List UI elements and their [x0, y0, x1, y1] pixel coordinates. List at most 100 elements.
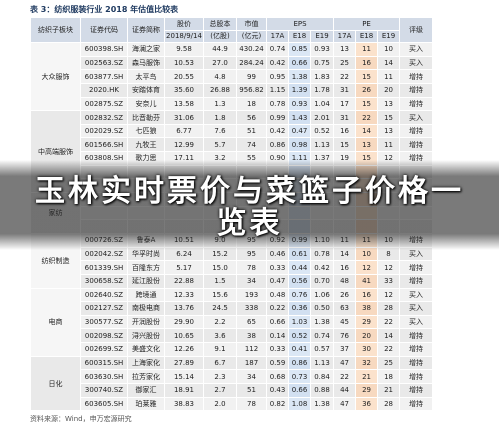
header-pe-e18: E18	[355, 29, 379, 43]
header-shares: 总股本	[203, 17, 237, 31]
stock-name: 浔兴股份	[127, 328, 165, 344]
stock-name: 开润股份	[127, 314, 165, 330]
pe-e18: 20	[355, 328, 379, 344]
eps-e19: 1.13	[309, 355, 335, 371]
total-shares: 2.7	[203, 383, 237, 398]
stock-code: 600315.SH	[80, 355, 128, 371]
eps-e18: 0.93	[288, 96, 311, 112]
eps-e18: 1.43	[288, 110, 311, 125]
stock-price: 12.99	[164, 137, 204, 153]
rating: 增持	[399, 328, 434, 344]
eps-17a: 0.66	[266, 314, 289, 330]
market-cap: 56	[236, 110, 267, 125]
table-row: 601566.SH 九牧王 12.99 5.7 74 0.86 0.98 1.13 15 13 11…	[31, 137, 434, 153]
pe-17a: 26	[333, 287, 357, 303]
table-row: 002127.SZ 南极电商 13.76 24.5 338 0.22 0.36 0.50 63 3…	[31, 301, 434, 316]
pe-e18: 36	[355, 396, 379, 412]
pe-e19: 21	[377, 383, 401, 398]
pe-e19: 28	[377, 301, 401, 316]
header-price: 股价	[164, 17, 204, 31]
rating: 买入	[399, 110, 434, 125]
header-sector: 纺织子板块	[30, 17, 81, 43]
eps-e19: 0.75	[309, 55, 335, 71]
header-name: 证券简称	[127, 17, 165, 43]
eps-e19: 1.13	[309, 137, 335, 153]
stock-code: 002127.SZ	[80, 301, 128, 316]
eps-e18: 0.66	[288, 383, 311, 398]
stock-code: 603630.SH	[80, 369, 128, 385]
market-cap: 430.24	[236, 42, 267, 57]
table-row: 300577.SZ 开润股份 29.90 2.2 65 0.66 1.03 1.38 45 29 2…	[31, 314, 434, 330]
eps-17a: 0.47	[266, 273, 289, 289]
pe-17a: 17	[333, 96, 357, 112]
header-mcap-unit: (亿元)	[236, 29, 267, 43]
stock-name: 拉芳家化	[127, 369, 165, 385]
market-cap: 65	[236, 314, 267, 330]
pe-e18: 22	[355, 110, 379, 125]
eps-17a: 0.22	[266, 301, 289, 316]
stock-price: 22.88	[164, 273, 204, 289]
header-pe-e19: E19	[377, 29, 401, 43]
valuation-table: 纺织子板块 证券代码 证券简称 股价 总股本 市值 EPS PE 评级 2018…	[30, 17, 434, 412]
pe-e18: 29	[355, 314, 379, 330]
pe-17a: 15	[333, 137, 357, 153]
rating: 增持	[399, 123, 434, 139]
eps-e19: 1.04	[309, 96, 335, 112]
pe-e18: 29	[355, 383, 379, 398]
pe-17a: 37	[333, 342, 357, 357]
pe-17a: 16	[333, 123, 357, 139]
pe-17a: 22	[333, 69, 357, 84]
sector-label: 电商	[30, 287, 81, 357]
rating: 买入	[399, 287, 434, 303]
pe-e19: 11	[377, 137, 401, 153]
market-cap: 193	[236, 287, 267, 303]
pe-e18: 32	[355, 355, 379, 371]
stock-price: 12.33	[164, 287, 204, 303]
market-cap: 34	[236, 369, 267, 385]
stock-code: 002563.SZ	[80, 55, 128, 71]
stock-code: 2020.HK	[80, 82, 128, 98]
stock-name: 安奈儿	[127, 96, 165, 112]
market-cap: 38	[236, 328, 267, 344]
eps-e18: 0.66	[288, 55, 311, 71]
total-shares: 9.1	[203, 342, 237, 357]
rating: 增持	[399, 273, 434, 289]
table-row: 中高端服饰 002832.SZ 比音勒芬 31.06 1.8 56 0.99 1.43 2.01…	[30, 110, 434, 194]
pe-e19: 12	[377, 260, 401, 275]
total-shares: 3.6	[203, 328, 237, 344]
header-price-date: 2018/9/14	[164, 29, 204, 43]
stock-code: 300658.SZ	[80, 273, 128, 289]
pe-e18: 38	[355, 301, 379, 316]
pe-e19: 22	[377, 314, 401, 330]
pe-e19: 13	[377, 96, 401, 112]
stock-name: 南极电商	[127, 301, 165, 316]
pe-e19: 28	[377, 396, 401, 412]
pe-e19: 14	[377, 55, 401, 71]
stock-name: 安踏体育	[127, 82, 165, 98]
eps-17a: 0.82	[266, 396, 289, 412]
eps-e18: 0.76	[288, 287, 311, 303]
header-eps: EPS	[265, 17, 335, 31]
stock-code: 603877.SH	[80, 69, 128, 84]
stock-code: 002875.SZ	[80, 96, 128, 112]
stock-name: 太平鸟	[127, 69, 165, 84]
total-shares: 15.0	[203, 260, 237, 275]
eps-e19: 0.50	[309, 301, 335, 316]
pe-e19: 20	[377, 82, 401, 98]
pe-e18: 15	[355, 96, 379, 112]
eps-17a: 0.42	[266, 55, 289, 71]
stock-price: 20.55	[164, 69, 204, 84]
stock-code: 300740.SZ	[80, 383, 128, 398]
table-row: 300658.SZ 延江股份 22.88 1.5 34 0.47 0.56 0.70 48 41 3…	[31, 273, 434, 289]
eps-17a: 0.14	[266, 328, 289, 344]
total-shares: 1.3	[203, 96, 237, 112]
table-row: 601339.SH 百隆东方 5.17 15.0 78 0.33 0.44 0.42 16 12 1…	[31, 260, 434, 275]
eps-e19: 0.42	[309, 260, 335, 275]
stock-price: 38.83	[164, 396, 204, 412]
total-shares: 2.0	[203, 396, 237, 412]
stock-name: 森马服饰	[127, 55, 165, 71]
table-row: 002699.SZ 美盛文化 12.26 9.1 112 0.33 0.41 0.57 37 30…	[31, 342, 434, 357]
stock-price: 13.58	[164, 96, 204, 112]
total-shares: 4.8	[203, 69, 237, 84]
stock-price: 31.06	[164, 110, 204, 125]
